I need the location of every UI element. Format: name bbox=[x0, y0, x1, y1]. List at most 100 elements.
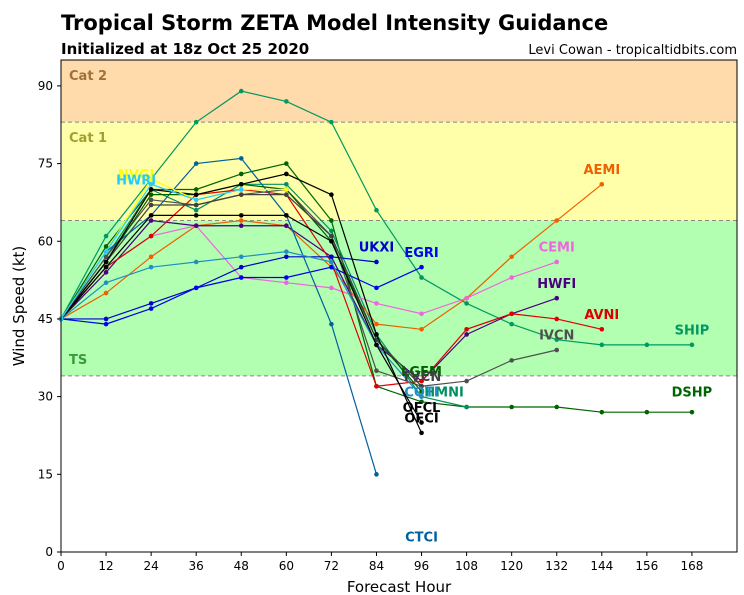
point-aemi bbox=[103, 290, 109, 296]
point-ofci bbox=[193, 192, 199, 197]
point-coti bbox=[329, 259, 334, 265]
point-ctci bbox=[329, 321, 334, 327]
series-label-egri: EGRI bbox=[404, 246, 438, 261]
point-avni bbox=[599, 327, 605, 332]
point-dshp bbox=[554, 404, 560, 410]
point-ofcl bbox=[374, 342, 379, 348]
point-ukxi bbox=[374, 259, 379, 265]
point-hmni bbox=[284, 181, 289, 187]
point-ctci bbox=[374, 472, 379, 477]
point-ivcn bbox=[554, 347, 560, 353]
point-coti bbox=[238, 254, 244, 260]
series-label-lgem: LGEM bbox=[401, 365, 442, 380]
series-label-hmni: HMNI bbox=[424, 386, 464, 401]
point-ofcl bbox=[238, 213, 244, 218]
x-tick-label: 48 bbox=[234, 559, 249, 573]
x-tick-label: 120 bbox=[500, 559, 523, 573]
point-ukxi bbox=[284, 254, 289, 260]
point-egri bbox=[329, 264, 334, 270]
series-label-hwri: HWRI bbox=[116, 173, 156, 188]
point-dshp bbox=[599, 409, 605, 415]
point-hwfi bbox=[554, 295, 560, 301]
point-hmni bbox=[464, 404, 469, 410]
point-egri bbox=[419, 264, 424, 270]
point-ofci bbox=[329, 192, 334, 197]
point-lgem bbox=[148, 192, 154, 197]
series-label-tvcn: TVCN bbox=[402, 370, 441, 385]
intensity-bands: Cat 2 Cat 1 TS bbox=[61, 59, 737, 377]
point-ship bbox=[374, 207, 379, 213]
series-lines bbox=[58, 88, 695, 477]
point-ofcl bbox=[148, 213, 154, 218]
point-ofci bbox=[284, 171, 289, 177]
point-ship bbox=[284, 99, 289, 104]
x-tick-label: 24 bbox=[143, 559, 158, 573]
band-cat-2 bbox=[61, 60, 737, 123]
point-aemi bbox=[554, 218, 560, 223]
point-egri bbox=[148, 306, 154, 311]
point-ivcn bbox=[464, 378, 469, 384]
series-labels: SHIP DSHP HMNI AEMI CEMI HWFI AVNI IVCN UKXI EGRI… bbox=[116, 163, 712, 546]
point-hwfi bbox=[193, 223, 199, 229]
point-avni bbox=[464, 327, 469, 332]
point-cemi bbox=[284, 280, 289, 285]
point-cemi bbox=[509, 275, 514, 280]
point-ukxi bbox=[148, 301, 154, 306]
series-label-dshp: DSHP bbox=[672, 386, 713, 401]
point-ship bbox=[689, 342, 695, 348]
point-egri bbox=[374, 285, 379, 291]
series-label-ivcn: IVCN bbox=[539, 329, 574, 344]
x-tick-label: 60 bbox=[279, 559, 294, 573]
x-tick-label: 12 bbox=[98, 559, 113, 573]
point-ofci bbox=[238, 181, 244, 187]
point-hmni bbox=[329, 228, 334, 234]
point-aemi bbox=[509, 254, 514, 260]
y-axis-label: Wind Speed (kt) bbox=[10, 246, 28, 367]
point-dshp bbox=[329, 218, 334, 223]
point-nvgi bbox=[148, 176, 154, 182]
point-avni bbox=[509, 311, 514, 317]
y-tick-label: 60 bbox=[38, 234, 53, 248]
series-label-hwfi: HWFI bbox=[537, 277, 576, 292]
chart-subtitle: Initialized at 18z Oct 25 2020 bbox=[61, 40, 309, 58]
x-tick-label: 84 bbox=[369, 559, 384, 573]
point-tvcn bbox=[193, 202, 199, 208]
point-ctci bbox=[193, 161, 199, 166]
point-ship bbox=[238, 88, 244, 94]
point-coti bbox=[193, 259, 199, 265]
y-tick-label: 90 bbox=[38, 79, 53, 93]
point-ofcl bbox=[284, 213, 289, 218]
point-ofci bbox=[148, 187, 154, 192]
point-ofcl bbox=[419, 420, 424, 425]
point-ship bbox=[419, 275, 424, 280]
point-ukxi bbox=[103, 316, 109, 322]
point-egri bbox=[284, 275, 289, 280]
series-label-ship: SHIP bbox=[675, 323, 710, 338]
point-ship bbox=[509, 321, 514, 327]
point-nvgi bbox=[284, 187, 289, 192]
series-label-ofcl: OFCL bbox=[403, 401, 441, 416]
x-tick-label: 144 bbox=[590, 559, 613, 573]
point-hwri bbox=[103, 249, 109, 254]
point-aemi bbox=[374, 321, 379, 327]
point-hwfi bbox=[148, 218, 154, 223]
point-ofcl bbox=[193, 213, 199, 218]
point-avni bbox=[554, 316, 560, 322]
point-dshp bbox=[238, 171, 244, 177]
point-hmni bbox=[193, 207, 199, 213]
x-tick-label: 36 bbox=[189, 559, 204, 573]
point-cemi bbox=[419, 311, 424, 317]
chart-title: Tropical Storm ZETA Model Intensity Guid… bbox=[61, 11, 608, 35]
x-tick-label: 168 bbox=[680, 559, 703, 573]
point-ship bbox=[103, 233, 109, 239]
point-lgem bbox=[419, 389, 424, 394]
x-tick-label: 72 bbox=[324, 559, 339, 573]
point-aemi bbox=[419, 327, 424, 332]
point-ship bbox=[599, 342, 605, 348]
point-egri bbox=[238, 275, 244, 280]
point-aemi bbox=[148, 254, 154, 260]
point-hwfi bbox=[103, 270, 109, 275]
point-dshp bbox=[193, 187, 199, 192]
series-label-cemi: CEMI bbox=[539, 241, 575, 256]
